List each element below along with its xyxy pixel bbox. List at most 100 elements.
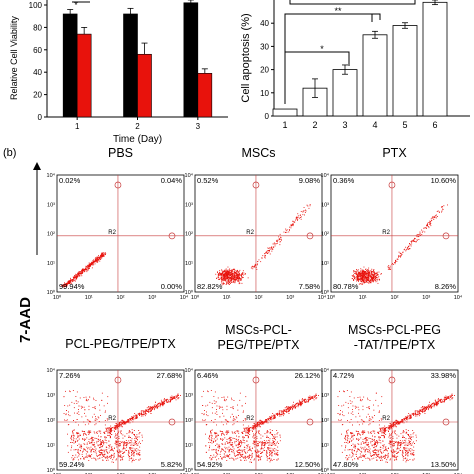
data-point	[271, 247, 273, 248]
data-point	[409, 418, 411, 419]
flow-plot-title: MSCs-PCL-	[225, 323, 292, 337]
data-point	[400, 253, 402, 254]
data-point	[232, 407, 234, 409]
data-point	[73, 435, 75, 437]
data-point	[231, 451, 233, 452]
data-point	[362, 432, 364, 434]
data-point	[268, 417, 270, 419]
data-point	[279, 434, 281, 436]
data-point	[85, 415, 87, 417]
data-point	[131, 418, 133, 419]
y-tick-label: 40	[260, 19, 269, 28]
data-point	[86, 457, 88, 458]
data-point	[243, 446, 245, 448]
data-point	[411, 454, 413, 456]
data-point	[71, 447, 72, 449]
data-point	[126, 441, 128, 443]
data-point	[362, 279, 364, 281]
data-point	[217, 272, 218, 274]
data-point	[225, 448, 227, 450]
data-point	[249, 428, 250, 430]
data-point	[225, 277, 227, 279]
data-point	[91, 437, 92, 439]
data-point	[441, 211, 442, 213]
data-point	[230, 448, 232, 450]
data-point	[353, 279, 354, 281]
data-point	[374, 279, 376, 281]
data-point	[261, 447, 263, 449]
data-point	[231, 271, 233, 273]
data-point	[141, 434, 143, 436]
data-point	[76, 432, 78, 434]
data-point	[226, 421, 228, 423]
data-point	[231, 451, 233, 453]
data-point	[217, 271, 218, 273]
data-point	[260, 261, 262, 263]
data-point	[223, 433, 224, 435]
data-point	[405, 250, 407, 252]
data-point	[116, 425, 118, 427]
data-point	[249, 431, 250, 433]
data-point	[295, 403, 297, 405]
data-point	[418, 234, 420, 236]
data-point	[64, 285, 66, 287]
data-point	[274, 417, 276, 419]
data-point	[70, 281, 72, 282]
data-point	[353, 434, 355, 436]
data-point	[110, 455, 111, 457]
data-point	[86, 446, 88, 448]
data-point	[270, 248, 272, 250]
data-point	[102, 255, 104, 257]
panel-b-label: (b)	[3, 147, 16, 159]
data-point	[88, 430, 90, 432]
data-point	[91, 442, 92, 443]
data-point	[390, 443, 392, 445]
data-point	[128, 432, 130, 434]
data-point	[262, 442, 263, 444]
data-point	[242, 411, 244, 413]
data-point	[98, 450, 100, 452]
data-point	[307, 399, 309, 401]
data-point	[288, 408, 290, 410]
data-point	[375, 452, 377, 453]
data-point	[71, 401, 73, 403]
data-point	[368, 273, 370, 274]
gate-label: R2	[382, 230, 390, 236]
data-point	[234, 278, 236, 280]
quadrant-upper-left-value: 7.26%	[59, 371, 81, 380]
data-point	[238, 452, 239, 453]
data-point	[381, 428, 383, 430]
data-point	[364, 273, 366, 275]
data-point	[271, 444, 273, 446]
data-point	[257, 263, 258, 265]
data-point	[346, 436, 348, 438]
data-point	[345, 401, 347, 403]
data-point	[205, 445, 207, 447]
data-point	[73, 440, 75, 442]
data-point	[149, 406, 151, 408]
data-point	[75, 421, 77, 423]
data-point	[345, 435, 346, 437]
data-point	[116, 427, 118, 428]
data-point	[119, 445, 121, 447]
data-point	[369, 271, 371, 273]
data-point	[237, 269, 238, 271]
data-point	[231, 274, 233, 276]
data-point	[268, 418, 269, 420]
data-point	[374, 443, 376, 445]
data-point	[68, 280, 70, 282]
data-point	[218, 458, 220, 460]
data-point	[129, 418, 131, 419]
data-point	[262, 422, 264, 424]
data-point	[102, 253, 103, 255]
data-point	[119, 422, 120, 424]
data-point	[369, 279, 371, 281]
data-point	[253, 427, 255, 429]
data-point	[164, 399, 166, 401]
data-point	[423, 227, 425, 229]
data-point	[72, 279, 73, 280]
data-point	[365, 273, 367, 275]
data-point	[245, 457, 246, 459]
data-point	[228, 450, 230, 452]
data-point	[115, 427, 117, 429]
